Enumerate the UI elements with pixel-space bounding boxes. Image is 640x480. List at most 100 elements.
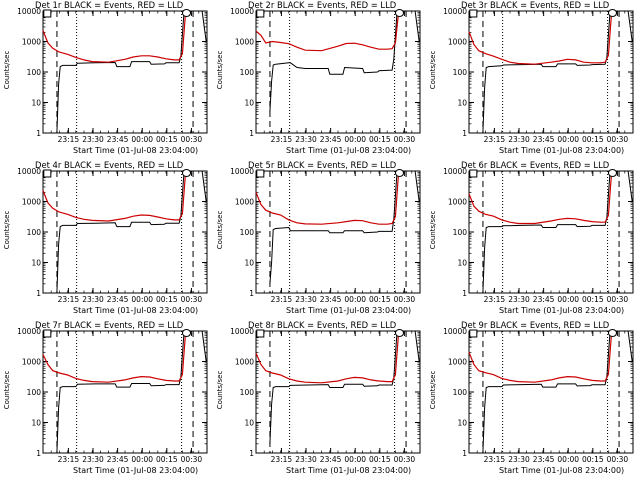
y-tick-label: 100 xyxy=(27,68,42,77)
panel-det-7: 1 10 100 1000 10000 23:15 23:30 23:45 00:00 00:15… xyxy=(0,320,213,480)
x-tick-label: 00:15 xyxy=(369,135,391,144)
x-tick-label: 00:30 xyxy=(394,455,416,464)
x-axis-label: Start Time (01-Jul-08 23:04:00) xyxy=(499,466,625,475)
x-tick-label: 00:15 xyxy=(369,295,391,304)
panel-plot: 1 10 100 1000 10000 23:15 23:30 23:45 00:00 00:15… xyxy=(443,167,634,304)
y-tick-label: 10000 xyxy=(17,327,41,336)
y-axis-label: Counts/sec xyxy=(216,370,224,410)
x-tick-label: 23:30 xyxy=(295,295,317,304)
x-tick-label: 00:30 xyxy=(181,295,203,304)
y-tick-label: 100 xyxy=(453,68,468,77)
y-tick-label: 1 xyxy=(36,449,41,458)
x-tick-label: 00:00 xyxy=(131,455,153,464)
x-tick-label: 23:45 xyxy=(107,455,129,464)
panel-title: Det 9r BLACK = Events, RED = LLD xyxy=(461,320,610,330)
y-tick-label: 10000 xyxy=(443,7,467,16)
x-tick-label: 23:45 xyxy=(320,455,342,464)
events-series-tail xyxy=(627,10,633,42)
y-tick-label: 10000 xyxy=(17,7,41,16)
x-axis-label: Start Time (01-Jul-08 23:04:00) xyxy=(286,146,412,155)
panel-det-8: 1 10 100 1000 10000 23:15 23:30 23:45 00:00 00:15… xyxy=(213,320,426,480)
x-tick-label: 23:30 xyxy=(82,295,104,304)
y-tick-label: 1000 xyxy=(235,358,254,367)
y-tick-label: 10000 xyxy=(443,327,467,336)
x-tick-label: 23:45 xyxy=(107,295,129,304)
y-tick-label: 10 xyxy=(31,99,41,108)
saturation-circle xyxy=(182,329,191,337)
x-tick-label: 00:30 xyxy=(181,455,203,464)
x-tick-label: 00:00 xyxy=(131,295,153,304)
y-axis-label: Counts/sec xyxy=(216,210,224,250)
y-tick-label: 100 xyxy=(27,388,42,397)
y-tick-label: 1000 xyxy=(22,198,41,207)
y-tick-label: 1 xyxy=(249,449,254,458)
y-tick-label: 10000 xyxy=(443,167,467,176)
y-tick-label: 10 xyxy=(244,99,254,108)
y-tick-label: 1000 xyxy=(448,198,467,207)
events-series xyxy=(482,170,614,294)
x-tick-label: 00:15 xyxy=(582,455,604,464)
saturation-box xyxy=(469,9,478,18)
x-tick-label: 23:15 xyxy=(484,455,506,464)
y-axis-label: Counts/sec xyxy=(3,50,11,90)
x-tick-label: 23:45 xyxy=(533,455,555,464)
y-axis-label: Counts/sec xyxy=(3,370,11,410)
y-tick-label: 1 xyxy=(462,129,467,138)
y-tick-label: 1000 xyxy=(448,38,467,47)
events-series xyxy=(269,170,401,284)
y-tick-label: 100 xyxy=(240,388,255,397)
events-series xyxy=(482,330,614,454)
x-tick-label: 23:15 xyxy=(58,135,80,144)
y-axis-label: Counts/sec xyxy=(3,210,11,250)
events-series-tail xyxy=(201,170,207,202)
lld-series xyxy=(42,170,188,222)
x-tick-label: 23:45 xyxy=(533,295,555,304)
y-axis-label: Counts/sec xyxy=(429,370,437,410)
y-tick-label: 1 xyxy=(462,449,467,458)
saturation-circle xyxy=(395,169,404,177)
panel-title: Det 4r BLACK = Events, RED = LLD xyxy=(35,160,184,170)
panel-det-6: 1 10 100 1000 10000 23:15 23:30 23:45 00:00 00:15… xyxy=(426,160,639,320)
lld-series xyxy=(255,10,401,52)
x-axis-label: Start Time (01-Jul-08 23:04:00) xyxy=(73,146,199,155)
y-tick-label: 10000 xyxy=(230,167,254,176)
panel-det-9: 1 10 100 1000 10000 23:15 23:30 23:45 00:00 00:15… xyxy=(426,320,639,480)
y-tick-label: 100 xyxy=(453,388,468,397)
x-tick-label: 23:45 xyxy=(107,135,129,144)
x-tick-label: 00:15 xyxy=(582,135,604,144)
events-series-tail xyxy=(414,330,420,362)
x-tick-label: 00:15 xyxy=(156,295,178,304)
saturation-circle xyxy=(182,9,191,17)
x-tick-label: 23:30 xyxy=(508,135,530,144)
y-tick-label: 10 xyxy=(244,419,254,428)
saturation-box xyxy=(256,329,265,338)
saturation-box xyxy=(469,329,478,338)
lld-series xyxy=(468,330,614,383)
saturation-circle xyxy=(608,169,617,177)
y-tick-label: 10 xyxy=(457,259,467,268)
events-series-tail xyxy=(414,10,420,42)
x-tick-label: 00:15 xyxy=(156,455,178,464)
x-tick-label: 00:00 xyxy=(131,135,153,144)
y-tick-label: 10 xyxy=(31,419,41,428)
x-tick-label: 23:45 xyxy=(320,135,342,144)
events-series xyxy=(56,10,188,134)
saturation-box xyxy=(43,169,52,178)
x-tick-label: 00:00 xyxy=(344,295,366,304)
panel-plot: 1 10 100 1000 10000 23:15 23:30 23:45 00:00 00:15… xyxy=(17,327,208,464)
x-tick-label: 23:30 xyxy=(295,455,317,464)
x-tick-label: 23:30 xyxy=(82,455,104,464)
y-tick-label: 1 xyxy=(462,289,467,298)
x-tick-label: 23:30 xyxy=(508,295,530,304)
panel-plot: 1 10 100 1000 10000 23:15 23:30 23:45 00:00 00:15… xyxy=(230,327,421,464)
saturation-box xyxy=(256,9,265,18)
y-tick-label: 10 xyxy=(244,259,254,268)
y-tick-label: 100 xyxy=(240,68,255,77)
x-tick-label: 00:30 xyxy=(394,135,416,144)
saturation-circle xyxy=(608,329,617,337)
y-axis-label: Counts/sec xyxy=(429,50,437,90)
panel-title: Det 6r BLACK = Events, RED = LLD xyxy=(461,160,610,170)
events-series-tail xyxy=(627,170,633,202)
x-tick-label: 00:15 xyxy=(369,455,391,464)
